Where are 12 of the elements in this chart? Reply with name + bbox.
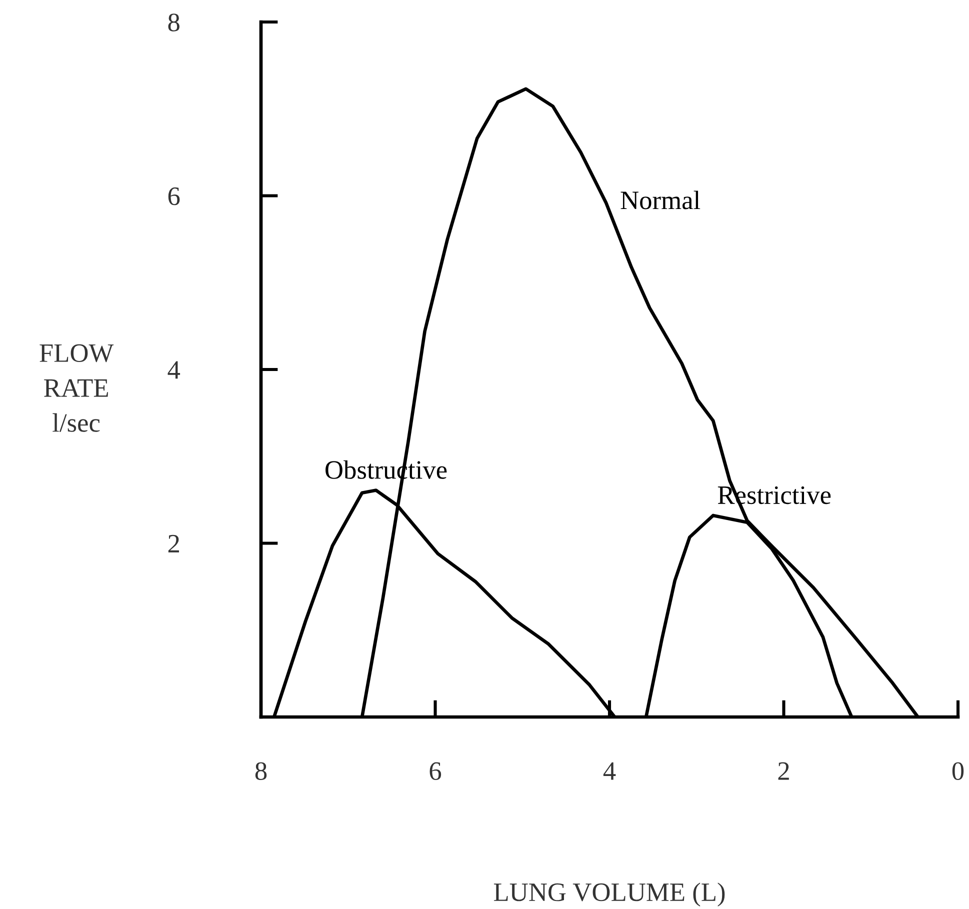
series-label: Normal xyxy=(620,190,700,210)
y-tick-label: 2 xyxy=(168,534,179,552)
x-axis-title: LUNG VOLUME (L) xyxy=(494,882,725,907)
x-tick-label: 6 xyxy=(430,762,442,780)
y-axis-title: FLOW RATE l/sec xyxy=(40,344,114,432)
x-tick-label: 8 xyxy=(255,762,267,780)
y-tick-label: 4 xyxy=(168,361,180,379)
x-tick-label: 4 xyxy=(603,762,616,780)
x-tick-label: 2 xyxy=(778,762,789,780)
y-tick-label: 8 xyxy=(168,14,180,32)
y-tick-label: 6 xyxy=(168,187,180,206)
x-tick-label: 0 xyxy=(952,762,964,780)
